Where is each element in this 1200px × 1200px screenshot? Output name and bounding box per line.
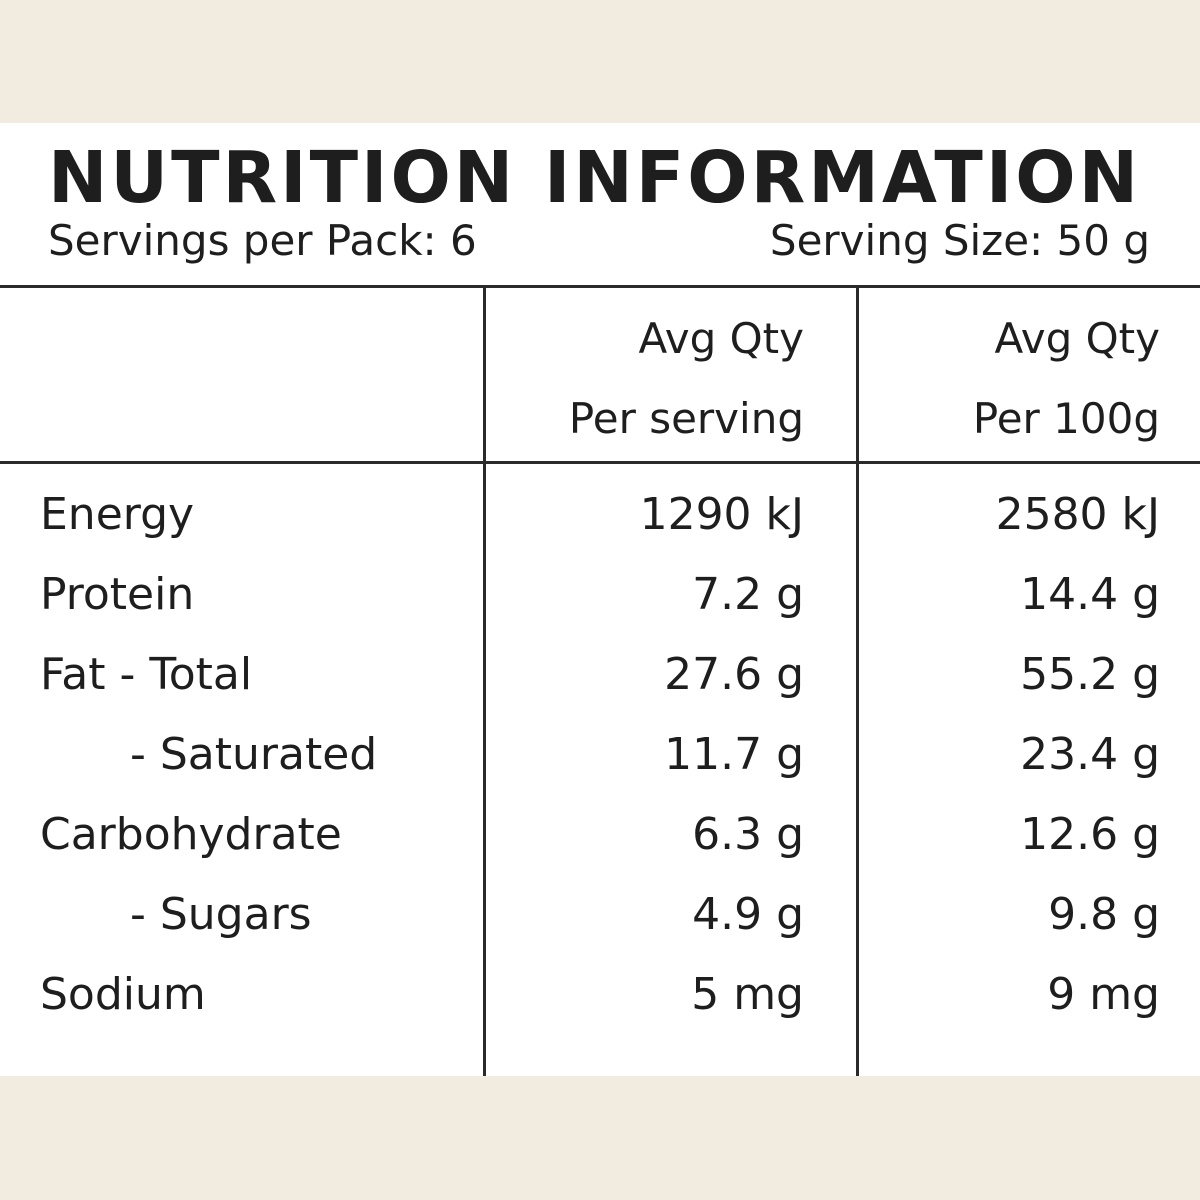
column-header-line: Per serving bbox=[568, 394, 804, 443]
divider-header bbox=[0, 461, 1200, 464]
per-serving-value: 5 mg bbox=[691, 969, 804, 1020]
per-100g-value: 9 mg bbox=[1047, 969, 1160, 1020]
nutrient-row: Sodium 5 mg 9 mg bbox=[0, 955, 1200, 1035]
servings-per-pack: Servings per Pack: 6 bbox=[48, 216, 477, 265]
nutrient-label: Carbohydrate bbox=[40, 809, 342, 860]
nutrient-row: Energy 1290 kJ 2580 kJ bbox=[0, 475, 1200, 555]
nutrient-label: - Saturated bbox=[130, 729, 378, 780]
nutrient-row: Carbohydrate 6.3 g 12.6 g bbox=[0, 795, 1200, 875]
nutrient-row: - Saturated 11.7 g 23.4 g bbox=[0, 715, 1200, 795]
nutrient-row: Fat - Total 27.6 g 55.2 g bbox=[0, 635, 1200, 715]
per-100g-value: 12.6 g bbox=[1020, 809, 1160, 860]
per-100g-value: 55.2 g bbox=[1020, 649, 1160, 700]
column-header-line: Avg Qty bbox=[994, 314, 1160, 363]
per-serving-value: 6.3 g bbox=[692, 809, 804, 860]
nutrient-label: Energy bbox=[40, 489, 195, 540]
nutrition-panel: NUTRITION INFORMATION Servings per Pack:… bbox=[0, 123, 1200, 1076]
per-serving-value: 4.9 g bbox=[692, 889, 804, 940]
column-divider-1 bbox=[483, 285, 486, 1076]
per-100g-value: 14.4 g bbox=[1020, 569, 1160, 620]
nutrient-label: - Sugars bbox=[130, 889, 312, 940]
per-serving-value: 1290 kJ bbox=[639, 489, 804, 540]
nutrient-label: Protein bbox=[40, 569, 195, 620]
per-serving-value: 7.2 g bbox=[692, 569, 804, 620]
column-header-line: Avg Qty bbox=[638, 314, 804, 363]
serving-size: Serving Size: 50 g bbox=[769, 216, 1150, 265]
per-100g-value: 9.8 g bbox=[1048, 889, 1160, 940]
column-header-line: Per 100g bbox=[972, 394, 1160, 443]
column-header-per-serving: Avg Qty Per serving bbox=[569, 299, 804, 459]
per-100g-value: 2580 kJ bbox=[995, 489, 1160, 540]
nutrient-label: Sodium bbox=[40, 969, 206, 1020]
nutrient-row: Protein 7.2 g 14.4 g bbox=[0, 555, 1200, 635]
column-header-per-100g: Avg Qty Per 100g bbox=[973, 299, 1160, 459]
divider-top bbox=[0, 285, 1200, 288]
per-serving-value: 11.7 g bbox=[664, 729, 804, 780]
per-serving-value: 27.6 g bbox=[664, 649, 804, 700]
column-divider-2 bbox=[856, 285, 859, 1076]
panel-title: NUTRITION INFORMATION bbox=[48, 136, 1142, 219]
nutrient-label: Fat - Total bbox=[40, 649, 253, 700]
nutrient-row: - Sugars 4.9 g 9.8 g bbox=[0, 875, 1200, 955]
per-100g-value: 23.4 g bbox=[1020, 729, 1160, 780]
